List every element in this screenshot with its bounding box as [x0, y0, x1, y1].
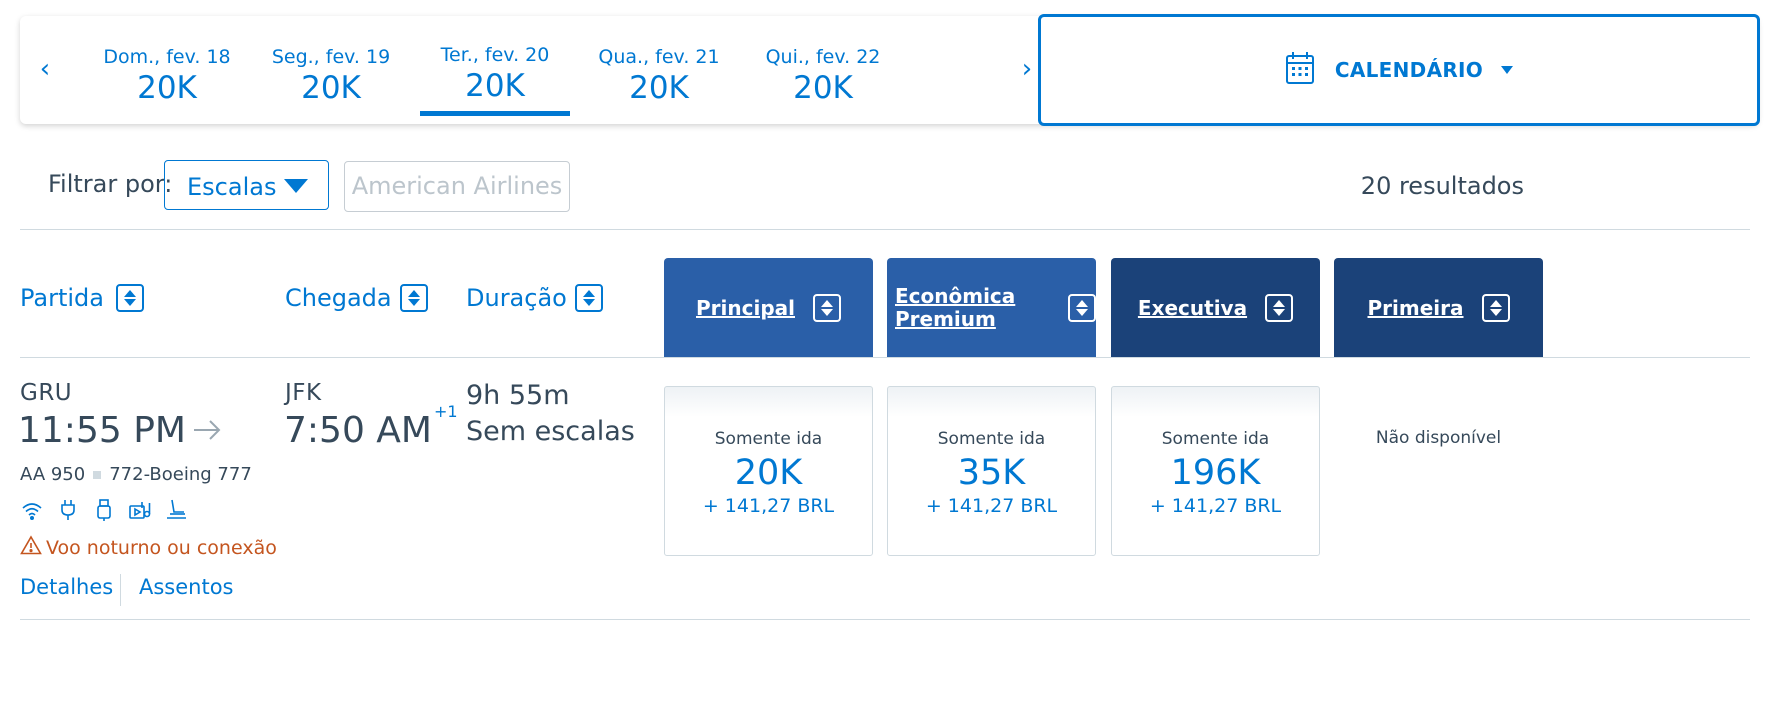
power-outlet-icon — [56, 498, 80, 522]
cabin-header-first[interactable]: Primeira — [1334, 258, 1543, 357]
calendar-label: CALENDÁRIO — [1334, 58, 1484, 82]
results-count: 20 resultados — [1360, 172, 1524, 200]
arrow-right-icon — [192, 418, 222, 442]
sort-icon — [399, 284, 428, 312]
fare-price: 35K — [957, 453, 1026, 493]
airline-filter-button[interactable]: American Airlines — [344, 161, 570, 212]
sort-icon — [1481, 293, 1510, 322]
sort-departure[interactable]: Partida — [20, 284, 144, 312]
sort-icon — [813, 293, 841, 322]
next-dates-button[interactable]: › — [1021, 54, 1033, 84]
stops-filter-select[interactable]: Escalas — [164, 160, 329, 210]
date-tab-5[interactable]: Qui., fev. 22 20K — [748, 16, 898, 116]
arrival-time: 7:50 AM — [284, 410, 432, 451]
fare-first-unavailable: Não disponível — [1375, 428, 1502, 448]
calendar-button[interactable]: CALENDÁRIO — [1038, 14, 1760, 126]
date-tab-4[interactable]: Qua., fev. 21 20K — [584, 16, 734, 116]
date-price: 20K — [793, 70, 853, 106]
cabin-header-business[interactable]: Executiva — [1111, 258, 1320, 357]
chevron-down-icon — [1501, 66, 1514, 74]
divider — [20, 357, 1750, 358]
date-label: Seg., fev. 19 — [271, 46, 391, 68]
overnight-warning: Voo noturno ou conexão — [20, 535, 277, 560]
amenities — [20, 498, 188, 522]
date-label: Ter., fev. 20 — [440, 44, 550, 66]
cabin-label: Principal — [696, 295, 795, 320]
destination-code: JFK — [285, 380, 322, 406]
fare-label: Somente ida — [714, 429, 823, 449]
date-label: Qui., fev. 22 — [765, 46, 881, 68]
cabin-label: Executiva — [1137, 295, 1248, 320]
duration-header: Duração — [466, 284, 567, 312]
arrival-time-block: 7:50 AM +1 — [284, 402, 458, 451]
sort-icon — [1265, 293, 1294, 322]
fare-price: 20K — [734, 453, 803, 493]
departure-header: Partida — [20, 284, 104, 312]
flight-number: AA 950 — [20, 464, 86, 485]
flight-stops: Sem escalas — [466, 416, 635, 447]
cabin-label: Primeira — [1367, 295, 1464, 320]
divider — [120, 574, 121, 606]
separator — [93, 470, 102, 479]
fare-tax: + 141,27 BRL — [925, 495, 1058, 517]
fare-tax: + 141,27 BRL — [702, 495, 835, 517]
date-label: Dom., fev. 18 — [103, 46, 231, 68]
seats-link[interactable]: Assentos — [139, 575, 234, 599]
previous-dates-button[interactable]: ‹ — [39, 54, 51, 84]
divider — [20, 619, 1750, 620]
day-offset: +1 — [433, 402, 458, 421]
lie-flat-seat-icon — [164, 498, 188, 522]
fare-premium-economy[interactable]: Somente ida 35K + 141,27 BRL — [887, 386, 1096, 556]
usb-icon — [92, 498, 116, 522]
cabin-header-premium-economy[interactable]: Econômica Premium — [887, 258, 1096, 357]
calendar-icon — [1285, 51, 1315, 89]
fare-label: Somente ida — [937, 429, 1046, 449]
departure-time: 11:55 PM — [18, 410, 186, 451]
fare-main[interactable]: Somente ida 20K + 141,27 BRL — [664, 386, 873, 556]
filter-label: Filtrar por: — [48, 170, 173, 198]
stops-filter-value: Escalas — [187, 173, 277, 201]
fare-label: Somente ida — [1161, 429, 1270, 449]
wifi-icon — [20, 498, 44, 522]
warning-text: Voo noturno ou conexão — [46, 536, 277, 559]
origin-code: GRU — [20, 380, 73, 406]
date-price: 20K — [301, 70, 361, 106]
sort-icon — [574, 284, 603, 312]
cabin-label: Econômica Premium — [895, 283, 1016, 331]
fare-price: 196K — [1170, 453, 1261, 493]
details-link[interactable]: Detalhes — [20, 575, 114, 599]
entertainment-icon — [128, 498, 152, 522]
sort-arrival[interactable]: Chegada — [285, 284, 428, 312]
fare-business[interactable]: Somente ida 196K + 141,27 BRL — [1111, 386, 1320, 556]
aircraft: 772-Boeing 777 — [109, 464, 252, 485]
warning-icon — [20, 535, 46, 560]
chevron-down-icon — [284, 179, 308, 193]
divider — [20, 229, 1750, 230]
date-tab-2[interactable]: Seg., fev. 19 20K — [256, 16, 406, 116]
date-price: 20K — [465, 68, 525, 104]
sort-icon — [116, 284, 144, 312]
date-price: 20K — [137, 70, 197, 106]
date-strip: ‹ Dom., fev. 18 20K Seg., fev. 19 20K Te… — [20, 14, 1760, 126]
date-price: 20K — [629, 70, 689, 106]
sort-icon — [1068, 293, 1096, 322]
fare-tax: + 141,27 BRL — [1149, 495, 1282, 517]
date-tab-1[interactable]: Dom., fev. 18 20K — [92, 16, 242, 116]
date-label: Qua., fev. 21 — [598, 46, 720, 68]
flight-meta: AA 950 772-Boeing 777 — [20, 464, 252, 485]
arrival-header: Chegada — [285, 284, 392, 312]
date-tab-3-selected[interactable]: Ter., fev. 20 20K — [420, 16, 570, 116]
sort-duration[interactable]: Duração — [466, 284, 603, 312]
flight-duration: 9h 55m — [466, 380, 570, 411]
cabin-header-main[interactable]: Principal — [664, 258, 873, 357]
